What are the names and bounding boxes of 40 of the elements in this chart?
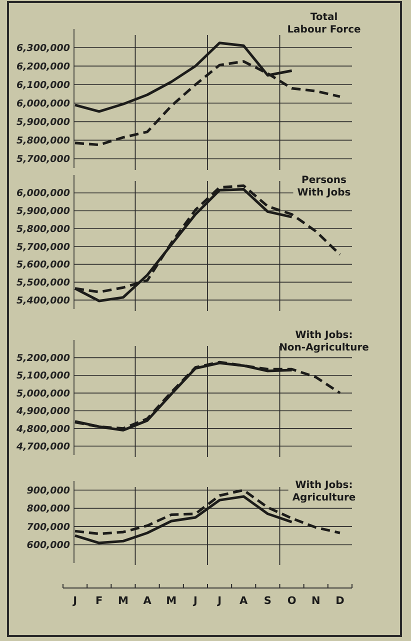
x-tick-label: M [118, 595, 128, 607]
y-tick-label: 700,000 [26, 522, 70, 533]
y-tick-label: 4,900,000 [16, 406, 70, 418]
y-tick-label: 600,000 [26, 540, 70, 552]
x-tick-label: N [311, 595, 320, 607]
x-tick-label: J [72, 595, 78, 607]
chart-title: Total Labour Force [287, 12, 362, 36]
y-tick-label: 5,900,000 [16, 206, 70, 218]
y-tick-label: 5,100,000 [16, 370, 70, 382]
x-tick-label: M [166, 595, 177, 607]
y-tick-label: 6,100,000 [16, 80, 70, 91]
y-tick-label: 5,800,000 [16, 136, 70, 147]
y-tick-label: 4,800,000 [16, 424, 70, 435]
x-tick-label: J [192, 595, 198, 607]
x-tick-label: S [264, 595, 272, 607]
text: Persons With Jobs [297, 175, 351, 198]
y-tick-label: 5,700,000 [16, 154, 70, 166]
y-tick-label: 5,500,000 [16, 278, 70, 289]
x-tick-label: A [143, 595, 152, 607]
x-tick-label: A [240, 595, 249, 607]
y-tick-label: 5,200,000 [16, 353, 70, 364]
y-tick-label: 800,000 [26, 504, 70, 515]
y-tick-label: 5,400,000 [16, 295, 70, 306]
y-tick-label: 5,800,000 [16, 224, 70, 235]
y-tick-label: 6,300,000 [16, 42, 70, 54]
y-tick-label: 5,600,000 [16, 260, 70, 271]
y-tick-label: 4,700,000 [16, 441, 70, 452]
y-tick-label: 5,000,000 [16, 388, 70, 400]
y-tick-label: 5,700,000 [16, 242, 70, 253]
x-tick-label: D [336, 595, 345, 607]
text: With Jobs: Agriculture [292, 480, 356, 504]
y-tick-label: 6,000,000 [16, 188, 70, 200]
y-tick-label: 6,200,000 [16, 61, 70, 72]
y-tick-label: 900,000 [26, 485, 70, 496]
chart-title: With Jobs: Non-Agriculture [279, 330, 370, 354]
x-tick-label: J [216, 595, 222, 607]
y-tick-label: 6,000,000 [16, 98, 70, 110]
y-tick-label: 5,900,000 [16, 116, 70, 128]
x-tick-label: F [96, 595, 103, 607]
x-tick-label: O [287, 595, 296, 607]
